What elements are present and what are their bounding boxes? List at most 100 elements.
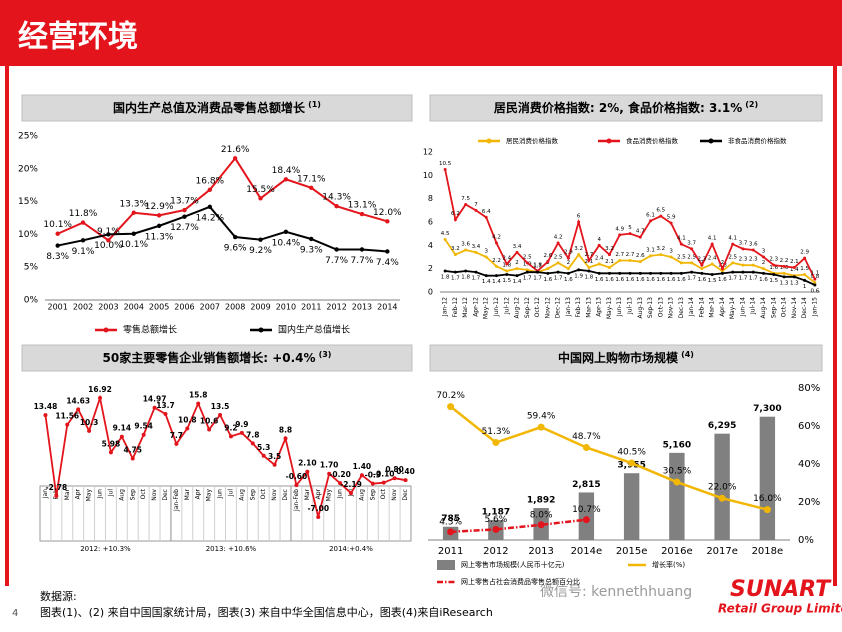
data-point — [207, 204, 213, 210]
data-point — [803, 256, 807, 260]
x-tick-label: Jul — [107, 489, 114, 498]
data-label: 1.1 — [810, 271, 819, 277]
data-label: 70.2% — [436, 391, 465, 401]
bar — [623, 473, 640, 540]
data-point — [679, 261, 683, 265]
data-label: 4.5 — [441, 231, 450, 237]
data-label: 3.1 — [646, 247, 655, 253]
x-tick-label: Mar-14 — [709, 297, 716, 318]
data-point — [587, 259, 591, 262]
data-point — [762, 271, 766, 275]
data-point — [546, 267, 550, 271]
data-label: 16.92 — [88, 385, 112, 394]
x-tick-label: Jan — [42, 489, 49, 499]
x-tick-label: Dec — [162, 489, 169, 501]
data-point — [305, 469, 310, 474]
legend-label: 零售总额增长 — [123, 324, 177, 336]
watermark: 微信号: kennethhuang — [540, 584, 692, 600]
data-label: 3.4 — [472, 244, 481, 250]
group-label: 2014:+0.4% — [329, 545, 373, 553]
x-tick-label: Jul-14 — [750, 297, 757, 315]
group-label: 2013: +10.6% — [206, 545, 257, 553]
data-label: 2.5 — [728, 254, 737, 260]
data-label: 1.7 — [687, 276, 696, 282]
data-point — [763, 506, 771, 514]
data-point — [98, 396, 103, 400]
data-label: 2 — [762, 260, 766, 266]
data-label: 3.2 — [656, 246, 665, 252]
data-label: 6.2 — [451, 211, 460, 217]
x-tick-label: Sep-13 — [647, 297, 654, 318]
x-tick-label: Apr-13 — [596, 297, 603, 317]
data-label: 3.6 — [461, 242, 470, 248]
x-tick-label: Dec-12 — [555, 297, 562, 319]
data-point — [731, 261, 735, 265]
data-point — [258, 237, 263, 242]
y2-tick-label: 20% — [798, 497, 820, 508]
y-tick-label: 0% — [24, 296, 39, 306]
x-tick-label: 2011 — [301, 303, 321, 312]
x-tick-label: 2015e — [616, 546, 648, 557]
x-tick-label: Jan-Feb — [293, 489, 300, 512]
data-point — [582, 443, 590, 451]
data-point — [403, 478, 408, 483]
data-point — [152, 405, 157, 410]
data-point — [577, 253, 581, 257]
data-label: 1.6 — [656, 277, 665, 283]
x-tick-label: May-13 — [606, 297, 613, 319]
panel-header — [21, 94, 413, 122]
data-point — [505, 273, 509, 276]
data-label: 3 — [484, 249, 488, 255]
data-point — [618, 259, 622, 262]
data-label: 1.6 — [605, 277, 614, 283]
data-label: 1.7 — [533, 264, 542, 270]
data-label: 4.9 — [615, 226, 624, 232]
y-tick-label: 10% — [18, 230, 38, 240]
data-label: 10.7% — [572, 505, 601, 515]
data-point — [525, 261, 529, 265]
data-point — [566, 267, 570, 271]
data-point — [228, 434, 233, 439]
x-tick-label: 2017e — [706, 546, 738, 557]
data-label: 3 — [762, 249, 766, 255]
data-point — [474, 208, 478, 212]
x-tick-label: Jan-Feb — [173, 489, 180, 512]
x-tick-label: May-14 — [729, 297, 736, 319]
x-tick-label: 2018e — [752, 546, 784, 557]
panel-title: 居民消费价格指数: 2%, 食品价格指数: 3.1% (2) — [494, 100, 758, 115]
data-label: 1.8 — [585, 275, 594, 281]
data-label: 14.63 — [66, 396, 90, 405]
data-point — [813, 283, 817, 287]
data-point — [119, 434, 124, 439]
data-label: 2.3 — [749, 257, 758, 263]
data-label: 1.8 — [502, 263, 511, 269]
data-label: 2.5 — [523, 254, 532, 260]
data-point — [316, 515, 321, 519]
data-label: 1.7 — [451, 276, 460, 282]
x-tick-label: Feb-13 — [575, 297, 582, 318]
x-tick-label: Oct-14 — [781, 297, 788, 317]
data-label: 3.7 — [687, 240, 696, 246]
y2-tick-label: 80% — [798, 383, 820, 394]
data-point — [762, 255, 766, 259]
data-label: 9.1% — [97, 227, 120, 237]
data-point — [370, 481, 375, 486]
x-tick-label: Mar — [184, 488, 191, 500]
data-label: 1.4 — [790, 267, 799, 273]
x-tick-label: Jun-12 — [493, 297, 500, 317]
data-point — [261, 453, 266, 458]
data-label: 1.5 — [502, 278, 511, 284]
data-label: 9.2 — [224, 423, 237, 432]
data-label: -0.10 — [373, 470, 395, 479]
panel-title-text: 居民消费价格指数: 2%, 食品价格指数: 3.1% — [494, 100, 742, 115]
data-point — [464, 269, 468, 273]
data-label: 14.3% — [322, 193, 351, 203]
data-point — [385, 249, 390, 254]
data-label: 2.6 — [543, 253, 552, 259]
data-point — [515, 274, 519, 278]
data-label: 1.6 — [759, 277, 768, 283]
data-label: 1.6 — [667, 277, 676, 283]
data-label: 3.2 — [605, 246, 614, 252]
data-label: 6.1 — [646, 212, 655, 218]
data-point — [618, 233, 622, 237]
